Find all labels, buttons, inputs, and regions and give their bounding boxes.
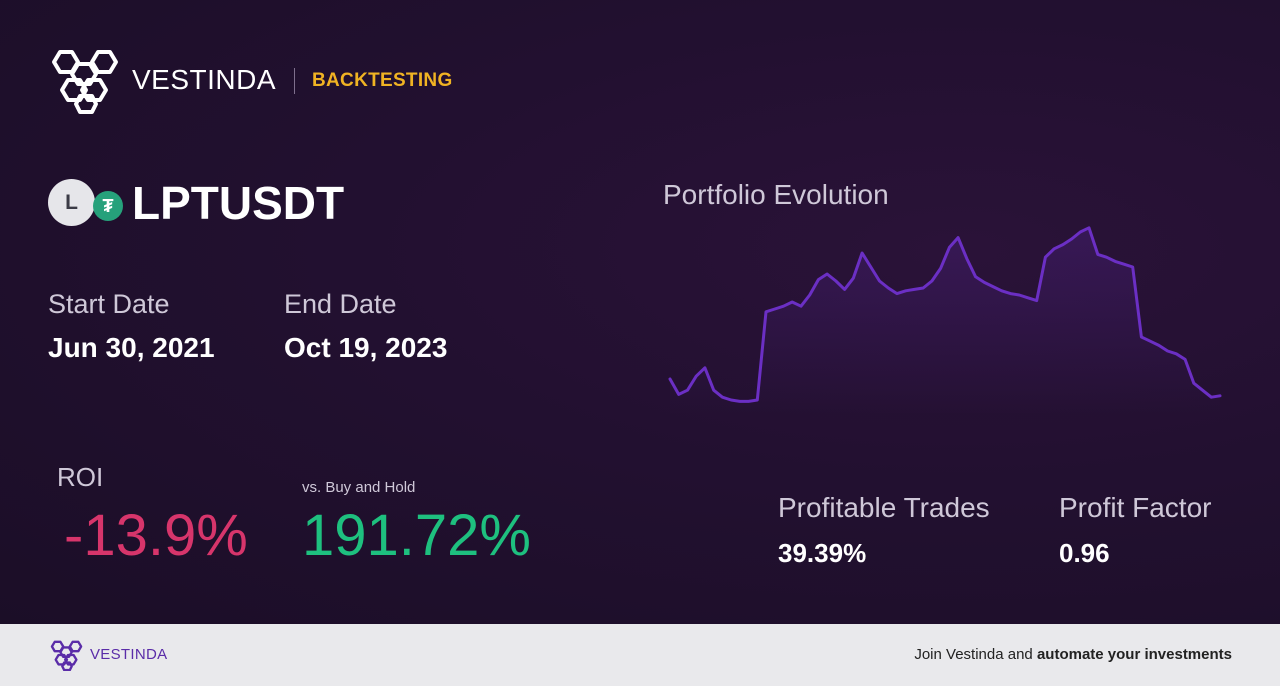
start-date-value: Jun 30, 2021 [48, 332, 215, 363]
footer-brand: VESTINDA [90, 646, 168, 663]
chart-title: Portfolio Evolution [663, 179, 889, 210]
profitable-trades-label: Profitable Trades [778, 492, 990, 523]
portfolio-chart [668, 226, 1222, 415]
tether-icon: ₮ [93, 191, 123, 221]
buy-hold-label: vs. Buy and Hold [302, 479, 416, 496]
chart-area-fill [670, 227, 1220, 415]
buy-hold-value: 191.72% [302, 503, 531, 568]
end-date-label: End Date [284, 289, 397, 319]
profit-factor-value: 0.96 [1059, 538, 1110, 568]
brand-tag: BACKTESTING [312, 70, 453, 91]
footer-cta-bold: automate your investments [1036, 646, 1232, 663]
roi-label: ROI [57, 462, 104, 492]
base-coin-badge: L [48, 179, 95, 226]
profitable-trades-value: 39.39% [778, 538, 867, 568]
brand-name: VESTINDA [132, 64, 277, 95]
profit-factor-label: Profit Factor [1059, 492, 1212, 523]
end-date-value: Oct 19, 2023 [284, 332, 448, 363]
footer-cta-link[interactable]: Join Vestinda and automate your investme… [914, 645, 1232, 665]
chart-series-line [668, 226, 1222, 403]
roi-value: -13.9% [64, 503, 248, 568]
vestinda-logo-icon [50, 640, 83, 671]
footer: VESTINDA Join Vestinda and automate your… [0, 624, 1280, 686]
trading-pair: LPTUSDT [132, 177, 345, 229]
main-panel: VESTINDA BACKTESTING L ₮ LPTUSDT Start D… [0, 0, 1280, 624]
footer-cta-prefix: Join Vestinda and [914, 646, 1037, 663]
brand-divider [294, 68, 295, 94]
start-date-label: Start Date [48, 289, 170, 319]
vestinda-logo-icon [52, 50, 118, 114]
